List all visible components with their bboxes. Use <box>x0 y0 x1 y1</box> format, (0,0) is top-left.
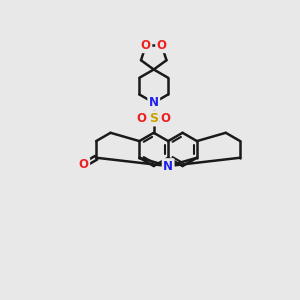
Text: O: O <box>137 112 147 125</box>
Text: O: O <box>161 112 171 125</box>
Text: N: N <box>149 96 159 109</box>
Text: O: O <box>157 39 166 52</box>
Text: O: O <box>141 39 151 52</box>
Text: O: O <box>79 158 89 171</box>
Text: S: S <box>149 112 158 125</box>
Text: N: N <box>163 160 173 172</box>
